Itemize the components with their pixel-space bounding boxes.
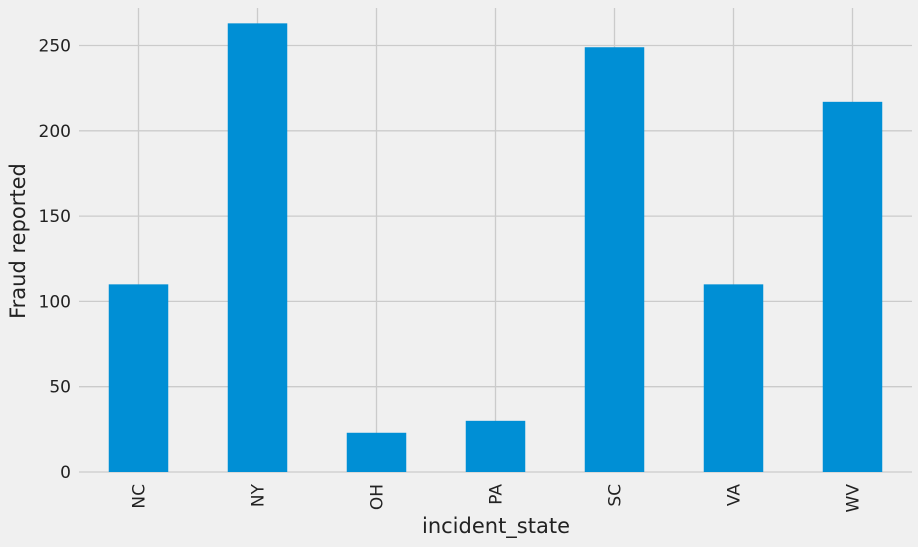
y-tick-label: 0 xyxy=(60,463,71,483)
y-tick-label: 200 xyxy=(39,122,71,142)
x-axis-ticks: NC NY OH PA SC VA WV xyxy=(130,483,864,512)
bar-pa xyxy=(465,420,526,472)
x-axis-label: incident_state xyxy=(422,514,570,539)
x-tick-label: OH xyxy=(368,484,388,510)
x-tick-label: NC xyxy=(130,484,150,509)
bar-wv xyxy=(822,101,883,472)
x-tick-label: PA xyxy=(487,484,507,505)
bar-series xyxy=(108,23,883,473)
x-tick-label: VA xyxy=(725,484,745,507)
bar-oh xyxy=(346,432,407,472)
bar-nc xyxy=(108,284,169,472)
y-axis-ticks: 0 50 100 150 200 250 xyxy=(39,37,71,483)
x-tick-label: NY xyxy=(249,483,269,507)
y-tick-label: 250 xyxy=(39,37,71,57)
bar-sc xyxy=(584,47,645,473)
bar-ny xyxy=(227,23,288,473)
x-tick-label: SC xyxy=(606,484,626,507)
y-axis-label: Fraud reported xyxy=(6,163,30,319)
x-tick-label: WV xyxy=(844,484,864,513)
y-tick-label: 50 xyxy=(49,378,71,398)
y-tick-label: 100 xyxy=(39,292,71,312)
y-tick-label: 150 xyxy=(39,207,71,227)
bar-va xyxy=(703,284,764,472)
